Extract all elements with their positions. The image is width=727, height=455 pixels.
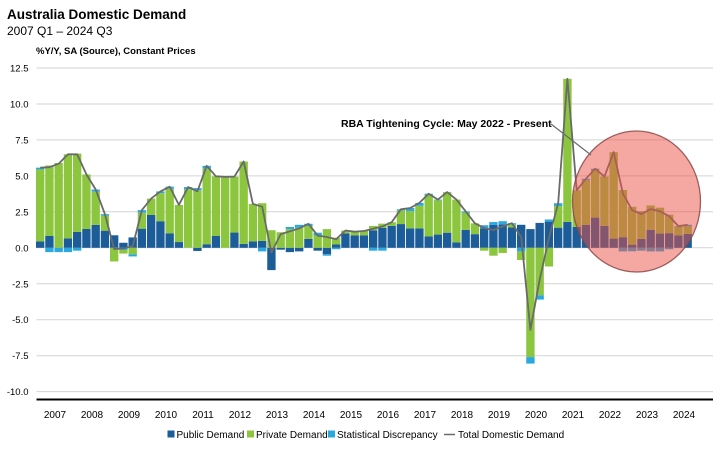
svg-text:2022: 2022 [599, 410, 622, 421]
svg-text:2014: 2014 [303, 410, 326, 421]
svg-text:2023: 2023 [636, 410, 659, 421]
svg-text:0.0: 0.0 [15, 243, 28, 254]
svg-text:10.0: 10.0 [10, 100, 29, 111]
svg-text:2016: 2016 [377, 410, 400, 421]
svg-text:2012: 2012 [229, 410, 252, 421]
svg-text:5.0: 5.0 [15, 171, 28, 182]
svg-text:2015: 2015 [340, 410, 363, 421]
svg-text:2021: 2021 [562, 410, 585, 421]
svg-text:2007: 2007 [44, 410, 67, 421]
svg-text:2010: 2010 [155, 410, 178, 421]
svg-text:2011: 2011 [192, 410, 214, 421]
svg-text:2020: 2020 [525, 410, 548, 421]
svg-text:-7.5: -7.5 [12, 351, 28, 362]
svg-text:2018: 2018 [451, 410, 474, 421]
svg-text:2007 Q1 – 2024 Q3: 2007 Q1 – 2024 Q3 [7, 24, 113, 38]
svg-text:2013: 2013 [266, 410, 289, 421]
svg-text:12.5: 12.5 [10, 64, 29, 75]
svg-text:2008: 2008 [81, 410, 104, 421]
svg-text:-2.5: -2.5 [12, 279, 28, 290]
svg-text:2019: 2019 [488, 410, 511, 421]
svg-text:2024: 2024 [673, 410, 696, 421]
svg-text:7.5: 7.5 [15, 135, 28, 146]
svg-text:2009: 2009 [118, 410, 141, 421]
svg-text:Statistical Discrepancy: Statistical Discrepancy [337, 430, 438, 441]
svg-text:-10.0: -10.0 [7, 387, 29, 398]
svg-text:2.5: 2.5 [15, 207, 28, 218]
svg-text:Private Demand: Private Demand [256, 430, 328, 441]
svg-text:Australia Domestic Demand: Australia Domestic Demand [7, 7, 186, 22]
svg-text:RBA Tightening Cycle: May 2022: RBA Tightening Cycle: May 2022 - Present [341, 118, 552, 130]
svg-text:2017: 2017 [414, 410, 437, 421]
svg-text:%Y/Y, SA (Source), Constant Pr: %Y/Y, SA (Source), Constant Prices [36, 46, 196, 57]
svg-text:Total Domestic Demand: Total Domestic Demand [458, 430, 564, 441]
svg-text:Public Demand: Public Demand [177, 430, 245, 441]
svg-text:-5.0: -5.0 [12, 315, 28, 326]
